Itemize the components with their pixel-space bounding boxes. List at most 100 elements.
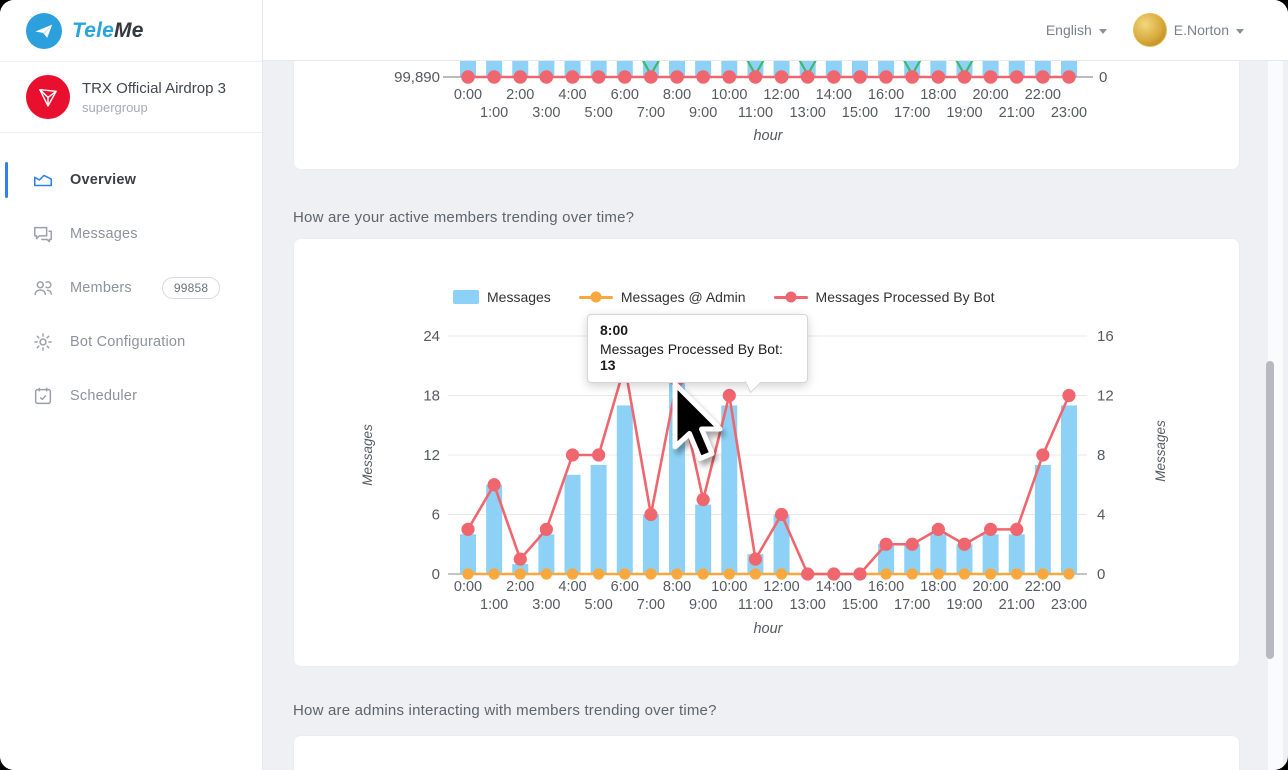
scrollbar-track[interactable] (1266, 61, 1283, 770)
chart-tooltip: 8:00 Messages Processed By Bot: 13 (587, 314, 808, 394)
svg-text:3:00: 3:00 (532, 597, 560, 613)
svg-text:Messages: Messages (1153, 420, 1168, 482)
legend-label: Messages (487, 289, 551, 305)
members-trend-chart-panel: 99,890 0 0:00 1:00 2:00 3:00 4:00 5:00 6:00 7:00 8… (293, 61, 1240, 170)
svg-text:19:00: 19:00 (946, 597, 982, 613)
svg-text:0: 0 (432, 566, 440, 583)
svg-text:16:00: 16:00 (868, 87, 904, 103)
svg-text:12:00: 12:00 (763, 87, 799, 103)
admins-trend-chart-panel (293, 735, 1240, 770)
svg-text:14:00: 14:00 (816, 579, 852, 595)
svg-text:hour: hour (753, 621, 783, 637)
calendar-check-icon (34, 387, 52, 405)
svg-text:0:00: 0:00 (454, 87, 482, 103)
scrollbar-thumb[interactable] (1266, 361, 1274, 659)
svg-text:7:00: 7:00 (637, 597, 665, 613)
sidebar-item-bot-configuration[interactable]: Bot Configuration (0, 315, 262, 369)
legend-item-messages[interactable]: Messages (453, 289, 551, 305)
svg-text:2:00: 2:00 (506, 87, 534, 103)
svg-text:20:00: 20:00 (972, 87, 1008, 103)
svg-text:17:00: 17:00 (894, 597, 930, 613)
svg-text:6:00: 6:00 (611, 579, 639, 595)
sidebar-item-overview[interactable]: Overview (0, 153, 262, 207)
svg-text:2:00: 2:00 (506, 579, 534, 595)
bars-messages (460, 365, 1077, 574)
svg-text:12:00: 12:00 (763, 579, 799, 595)
svg-text:9:00: 9:00 (689, 597, 717, 613)
group-name: TRX Official Airdrop 3 (82, 80, 226, 98)
legend-swatch-line (578, 291, 613, 303)
area-chart-icon (33, 174, 53, 187)
sidebar-nav: Overview Messages Members 99858 Bot Conf… (0, 133, 262, 423)
legend-swatch-line (773, 291, 808, 303)
svg-text:99,890: 99,890 (394, 69, 440, 86)
section-title-active-members: How are your active members trending ove… (293, 209, 635, 226)
members-count-badge: 99858 (161, 277, 221, 299)
svg-text:8:00: 8:00 (663, 87, 691, 103)
sidebar-item-members[interactable]: Members 99858 (0, 261, 262, 315)
svg-text:0: 0 (1097, 566, 1105, 583)
top-bar: English E.Norton (263, 0, 1288, 61)
svg-text:15:00: 15:00 (842, 105, 878, 121)
svg-text:23:00: 23:00 (1051, 105, 1087, 121)
line-messages-processed-by-bot (466, 365, 1071, 576)
svg-text:9:00: 9:00 (689, 105, 717, 121)
svg-text:13:00: 13:00 (790, 105, 826, 121)
main-content: 99,890 0 0:00 1:00 2:00 3:00 4:00 5:00 6:00 7:00 8… (263, 61, 1288, 770)
brand-name: TeleMe (72, 18, 144, 42)
svg-text:hour: hour (753, 128, 783, 144)
svg-text:10:00: 10:00 (711, 87, 747, 103)
svg-text:16: 16 (1097, 328, 1114, 345)
svg-text:21:00: 21:00 (999, 597, 1035, 613)
svg-text:12: 12 (423, 447, 440, 464)
svg-text:1:00: 1:00 (480, 597, 508, 613)
svg-text:0: 0 (1099, 69, 1107, 86)
tron-logo-icon (26, 75, 70, 119)
brand[interactable]: TeleMe (0, 0, 262, 62)
messages-trend-chart[interactable]: 0 0 6 4 12 8 18 12 24 16 0:00 1:00 2:00 3:00 4:00 5:00 6… (294, 239, 1239, 666)
chart-legend: Messages Messages @ Admin Messages Process… (453, 289, 995, 305)
svg-text:16:00: 16:00 (868, 579, 904, 595)
chat-bubbles-icon (34, 226, 52, 243)
legend-item-messages-admin[interactable]: Messages @ Admin (578, 289, 746, 305)
svg-text:15:00: 15:00 (842, 597, 878, 613)
svg-text:17:00: 17:00 (894, 105, 930, 121)
svg-text:6: 6 (432, 507, 440, 524)
paper-plane-icon (26, 12, 62, 49)
section-title-admins-interaction: How are admins interacting with members … (293, 702, 717, 719)
legend-label: Messages Processed By Bot (815, 289, 995, 305)
members-trend-chart[interactable]: 99,890 0 0:00 1:00 2:00 3:00 4:00 5:00 6:00 7:00 8… (294, 61, 1239, 169)
svg-text:18: 18 (423, 388, 440, 405)
sidebar: TeleMe TRX Official Airdrop 3 supergroup… (0, 0, 263, 770)
sidebar-item-messages[interactable]: Messages (0, 207, 262, 261)
members-icon (34, 281, 52, 296)
svg-text:7:00: 7:00 (637, 105, 665, 121)
user-avatar (1132, 13, 1167, 47)
svg-text:8:00: 8:00 (663, 579, 691, 595)
mouse-cursor-icon (672, 381, 723, 461)
svg-text:18:00: 18:00 (920, 87, 956, 103)
svg-text:23:00: 23:00 (1051, 597, 1087, 613)
messages-trend-chart-panel: Messages Messages @ Admin Messages Process… (293, 238, 1240, 667)
language-dropdown[interactable]: English (1046, 22, 1107, 38)
group-card[interactable]: TRX Official Airdrop 3 supergroup (0, 62, 262, 133)
svg-text:8: 8 (1097, 447, 1105, 464)
tooltip-value-line: Messages Processed By Bot: 13 (600, 341, 783, 373)
svg-text:0:00: 0:00 (454, 579, 482, 595)
svg-text:13:00: 13:00 (790, 597, 826, 613)
legend-label: Messages @ Admin (620, 289, 746, 305)
svg-text:5:00: 5:00 (585, 105, 613, 121)
svg-text:12: 12 (1097, 388, 1114, 405)
svg-text:4:00: 4:00 (558, 579, 586, 595)
user-menu[interactable]: E.Norton (1132, 13, 1244, 47)
legend-item-messages-processed-by-bot[interactable]: Messages Processed By Bot (773, 289, 995, 305)
sidebar-item-scheduler[interactable]: Scheduler (0, 369, 262, 423)
chevron-down-icon (1098, 28, 1107, 34)
svg-text:Messages: Messages (360, 424, 375, 486)
tooltip-hour: 8:00 (600, 322, 629, 338)
svg-text:24: 24 (423, 328, 440, 345)
svg-text:14:00: 14:00 (816, 87, 852, 103)
svg-text:21:00: 21:00 (999, 105, 1035, 121)
chevron-down-icon (1236, 28, 1244, 34)
